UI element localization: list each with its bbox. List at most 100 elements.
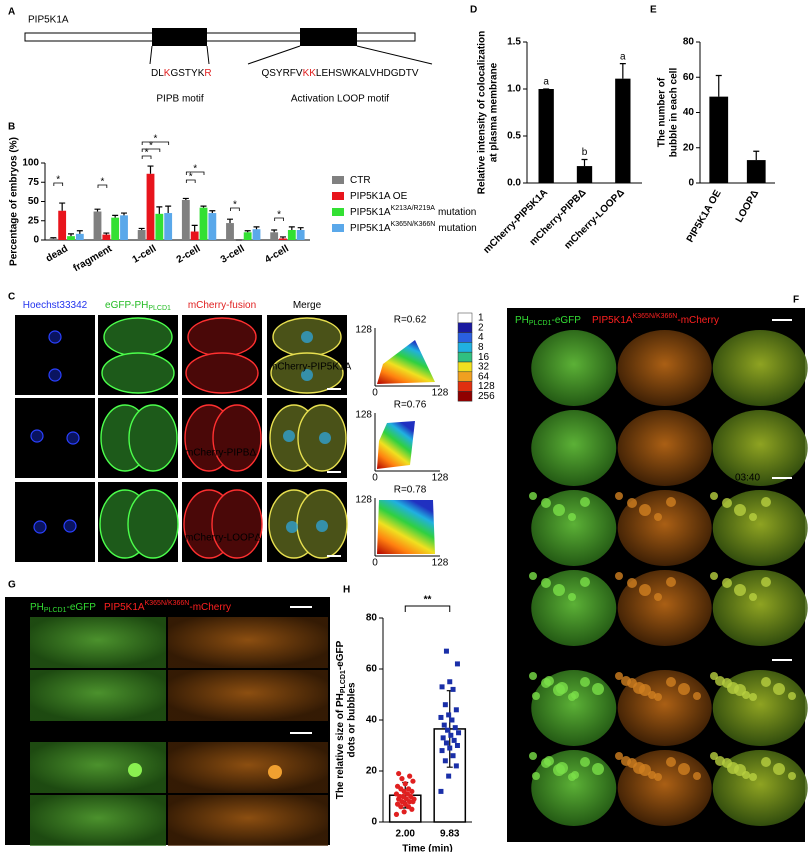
bubble <box>710 492 718 500</box>
significance-bracket <box>97 184 108 188</box>
bar <box>190 231 199 240</box>
label: Merge <box>293 300 322 311</box>
cell <box>128 404 178 472</box>
significance-mark: ** <box>424 595 432 606</box>
connector <box>149 45 153 65</box>
y-tick-label: 60 <box>366 664 378 675</box>
bubble <box>615 572 623 580</box>
significance-bracket <box>141 155 152 159</box>
label: PHPLCD1-eGFP <box>30 602 96 615</box>
legend-suffix: mutation <box>438 207 476 218</box>
significance-bracket <box>274 217 284 221</box>
error-bar <box>121 212 127 216</box>
bar <box>270 232 279 240</box>
significance-mark: * <box>277 210 281 221</box>
label-part: Merge <box>293 300 322 311</box>
error-bar <box>297 227 304 230</box>
bar <box>287 229 296 240</box>
time-label: 02:00 <box>242 602 267 613</box>
data-point <box>396 770 402 777</box>
error-bar <box>50 237 57 239</box>
micrograph <box>15 398 95 478</box>
bubble <box>715 756 725 766</box>
construct-label: mCherry-LOOPΔ <box>185 533 261 544</box>
bubble <box>541 498 551 508</box>
bubble <box>749 693 757 701</box>
label-part: Hoechst33342 <box>23 300 88 311</box>
data-point <box>440 735 446 741</box>
error-bar <box>112 214 119 218</box>
bubble <box>529 492 537 500</box>
nucleus <box>283 430 295 442</box>
label: PHPLCD1-eGFP <box>515 315 581 328</box>
time-label: 09:50 <box>242 728 267 739</box>
cell <box>103 317 173 357</box>
bubble <box>633 762 645 774</box>
label-part: PLCD1 <box>529 320 552 327</box>
bubble <box>639 584 651 596</box>
colorbar-cell <box>457 332 473 343</box>
label-part: -eGFP <box>335 640 346 670</box>
time-label: 00:00 <box>735 315 760 326</box>
legend-name: PIP5K1A OE <box>350 191 408 202</box>
bubble <box>761 757 771 767</box>
data-point <box>446 773 452 779</box>
panel-label: E <box>650 5 657 16</box>
bubble <box>666 497 676 507</box>
bubble <box>268 765 282 779</box>
density-tick: 128 <box>355 495 372 506</box>
micrograph <box>168 795 328 846</box>
embryo <box>531 410 617 486</box>
bubble <box>529 752 537 760</box>
density-tick: 128 <box>432 473 449 484</box>
colorbar-cell <box>457 342 473 353</box>
y-tick-label: 20 <box>366 766 378 777</box>
legend-superscript: K365N/K366N <box>391 221 436 228</box>
data-point <box>454 661 460 667</box>
nucleus <box>48 330 62 344</box>
y-tick-label: 1.0 <box>507 84 521 95</box>
significance-bracket <box>404 605 451 612</box>
time-label: 06:00 <box>735 655 760 666</box>
data-point <box>448 732 454 738</box>
bubble <box>749 513 757 521</box>
x-tick-label: 2.00 <box>396 829 416 840</box>
label-part: QSYRFV <box>261 68 302 79</box>
error-bar <box>191 224 198 232</box>
y-axis-label: The number of <box>657 77 668 147</box>
significance-mark: * <box>56 175 60 186</box>
bubble <box>788 772 796 780</box>
slice-label: Slice 1 <box>513 353 524 383</box>
label: PIP5K1AK365N/K366N-mCherry <box>592 313 719 325</box>
colorbar-label: 2 <box>478 322 484 333</box>
label-part: PH <box>515 315 529 326</box>
significance-mark: * <box>193 164 197 175</box>
density-tick: 128 <box>432 558 449 569</box>
micrograph <box>30 670 166 721</box>
micrograph <box>168 742 328 793</box>
bubble <box>761 677 771 687</box>
label-part: mCherry-fusion <box>188 300 256 311</box>
bubble <box>710 572 718 580</box>
data-point <box>407 773 413 779</box>
embryo <box>712 410 808 486</box>
cell <box>185 352 259 394</box>
bubble <box>532 692 540 700</box>
data-point <box>439 684 445 690</box>
significance-mark: * <box>145 148 149 159</box>
bubble <box>529 672 537 680</box>
data-point <box>445 727 451 733</box>
bubble <box>666 757 676 767</box>
bubble <box>580 677 590 687</box>
nucleus <box>30 429 44 443</box>
gene-bar <box>24 32 416 42</box>
error-bar <box>288 226 295 230</box>
legend-swatch <box>332 176 344 184</box>
cell <box>187 317 257 357</box>
bubble <box>749 593 757 601</box>
y-tick-label: 100 <box>22 158 39 169</box>
bar <box>49 238 58 240</box>
data-point <box>393 811 400 817</box>
cell <box>101 352 175 394</box>
data-point <box>456 730 462 736</box>
